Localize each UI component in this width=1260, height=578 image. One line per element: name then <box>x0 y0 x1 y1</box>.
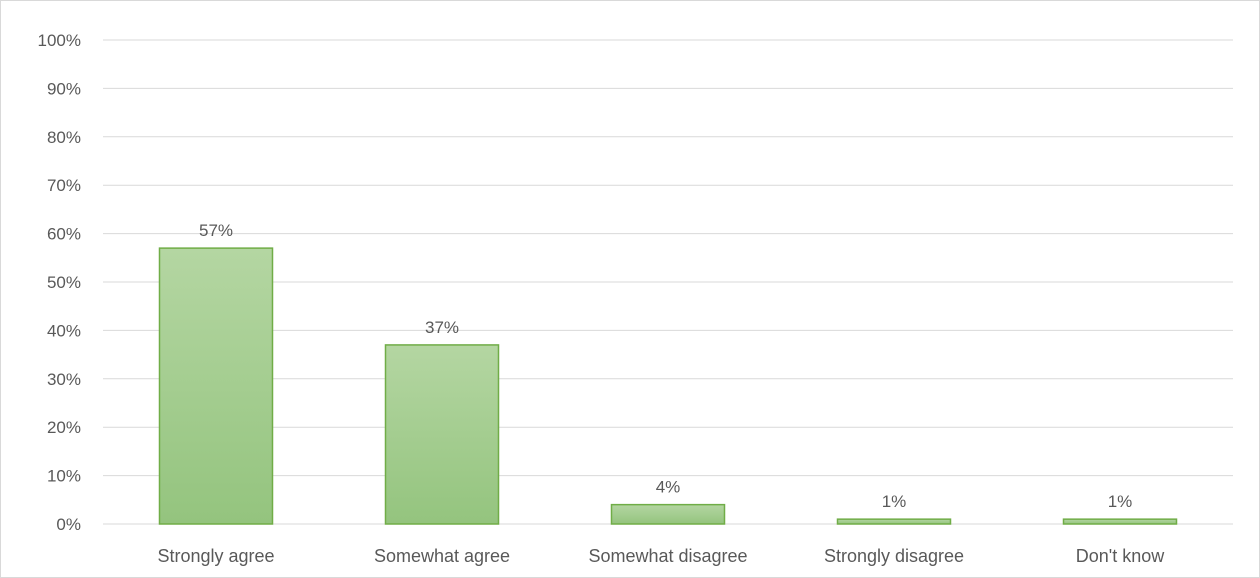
category-label: Strongly agree <box>157 546 274 566</box>
category-label: Somewhat disagree <box>588 546 747 566</box>
bar <box>610 503 726 525</box>
data-label: 4% <box>656 478 681 497</box>
y-axis-ticks: 0% 10% 20% 30% 40% 50% 60% 70% 80% 90% 100% <box>38 31 81 534</box>
y-tick-label: 100% <box>38 31 81 50</box>
y-tick-label: 10% <box>47 467 81 486</box>
y-tick-label: 90% <box>47 79 81 98</box>
x-axis-categories: Strongly agree Somewhat agree Somewhat dis… <box>157 546 1165 566</box>
y-tick-label: 80% <box>47 128 81 147</box>
category-label: Don't know <box>1076 546 1165 566</box>
data-label: 57% <box>199 221 233 240</box>
y-tick-label: 20% <box>47 418 81 437</box>
bar <box>836 518 952 525</box>
category-label: Strongly disagree <box>824 546 964 566</box>
data-label: 1% <box>1108 492 1133 511</box>
bar <box>1062 518 1178 525</box>
y-tick-label: 0% <box>56 515 81 534</box>
gridlines <box>103 39 1233 525</box>
y-tick-label: 50% <box>47 273 81 292</box>
y-tick-label: 40% <box>47 321 81 340</box>
bar <box>158 247 274 525</box>
bars <box>158 247 1178 525</box>
y-tick-label: 60% <box>47 225 81 244</box>
y-tick-label: 70% <box>47 176 81 195</box>
bar <box>384 344 500 525</box>
data-labels: 57% 37% 4% 1% 1% <box>199 221 1132 511</box>
category-label: Somewhat agree <box>374 546 510 566</box>
data-label: 1% <box>882 492 907 511</box>
data-label: 37% <box>425 318 459 337</box>
y-tick-label: 30% <box>47 370 81 389</box>
